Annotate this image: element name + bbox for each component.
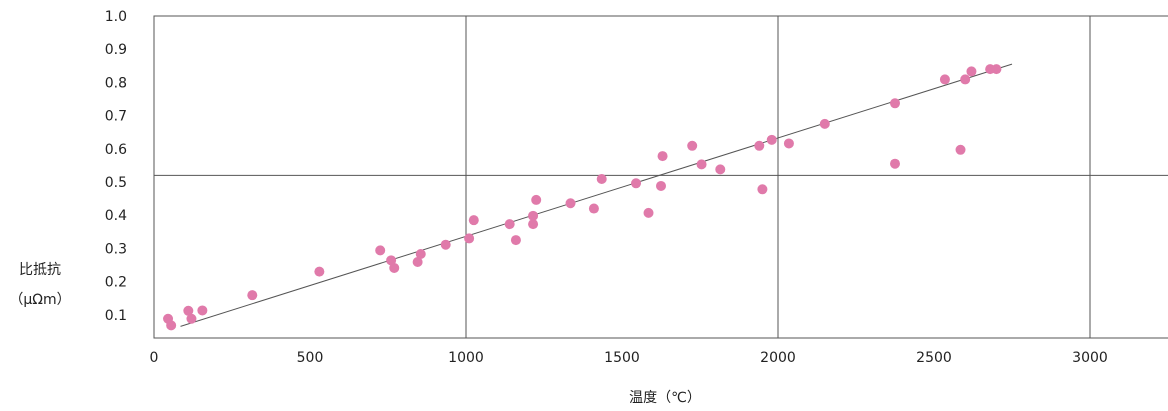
data-point (528, 219, 539, 230)
trend-line (180, 63, 1013, 327)
data-point (197, 305, 208, 316)
data-point (531, 194, 542, 205)
data-point (890, 98, 900, 109)
y-tick-label: 0.5 (105, 175, 127, 191)
y-tick-label: 0.7 (105, 109, 127, 125)
data-point (696, 159, 707, 170)
data-point (440, 239, 451, 250)
x-tick-label: 2000 (760, 350, 796, 366)
data-point (783, 138, 794, 149)
x-axis-label: 温度（℃） (629, 390, 701, 406)
y-axis-ticks: 0.1 0.2 0.3 0.4 0.5 0.6 0.7 0.8 0.9 1.0 (105, 9, 127, 324)
data-point (960, 74, 971, 85)
data-point (510, 235, 521, 246)
x-tick-label: 1000 (448, 350, 484, 366)
data-point (754, 140, 765, 151)
data-point (588, 203, 599, 214)
data-point (596, 173, 607, 184)
y-axis-label-line2: （μΩm） (9, 292, 70, 308)
x-tick-label: 1500 (604, 350, 640, 366)
data-point (966, 66, 977, 77)
y-tick-label: 0.6 (105, 142, 127, 158)
data-point (247, 290, 258, 301)
y-tick-label: 0.1 (105, 308, 127, 324)
data-point (183, 305, 194, 316)
data-point (565, 198, 576, 209)
y-tick-label: 0.8 (105, 75, 127, 91)
data-point (314, 266, 325, 277)
y-tick-label: 0.3 (105, 241, 127, 257)
data-point (412, 256, 423, 267)
data-point (643, 207, 654, 218)
data-point (415, 249, 426, 260)
y-tick-label: 0.4 (105, 208, 127, 224)
x-tick-label: 0 (150, 350, 159, 366)
data-point (657, 151, 668, 162)
data-point (468, 215, 479, 226)
data-point (166, 320, 177, 331)
data-point (386, 255, 397, 266)
data-point (656, 180, 666, 191)
data-point (715, 164, 726, 175)
data-point (766, 134, 777, 145)
x-axis-ticks: 0 500 1000 1500 2000 2500 3000 (150, 350, 1108, 366)
data-point (939, 74, 950, 85)
data-point (389, 262, 400, 273)
y-axis-label-line1: 比抵抗 (19, 262, 61, 278)
data-point (991, 64, 1002, 75)
y-tick-label: 0.2 (105, 275, 127, 291)
data-point (375, 245, 386, 256)
x-tick-label: 3000 (1072, 350, 1108, 366)
data-point (890, 158, 900, 169)
plot-area-frame (153, 15, 1168, 339)
trend-line-group (180, 63, 1013, 327)
x-tick-label: 500 (297, 350, 324, 366)
y-tick-label: 0.9 (105, 42, 127, 58)
data-point (464, 233, 475, 244)
data-point (757, 184, 768, 195)
data-point (819, 118, 830, 129)
data-point (186, 313, 197, 324)
data-point (528, 210, 539, 221)
x-tick-label: 2500 (916, 350, 952, 366)
y-tick-label: 1.0 (105, 9, 127, 25)
grid-lines (154, 16, 1168, 338)
data-points (163, 64, 1002, 331)
data-point (687, 140, 698, 151)
data-point (504, 219, 515, 230)
data-point (955, 144, 966, 155)
data-point (631, 178, 642, 189)
